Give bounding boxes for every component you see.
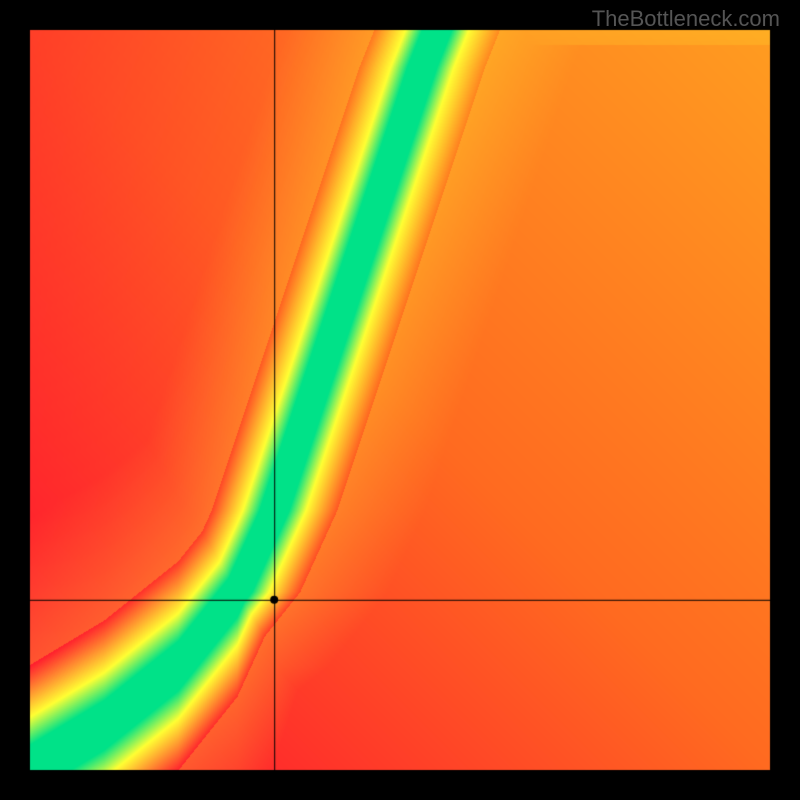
- heatmap-canvas: [0, 0, 800, 800]
- watermark-text: TheBottleneck.com: [592, 6, 780, 32]
- chart-container: TheBottleneck.com: [0, 0, 800, 800]
